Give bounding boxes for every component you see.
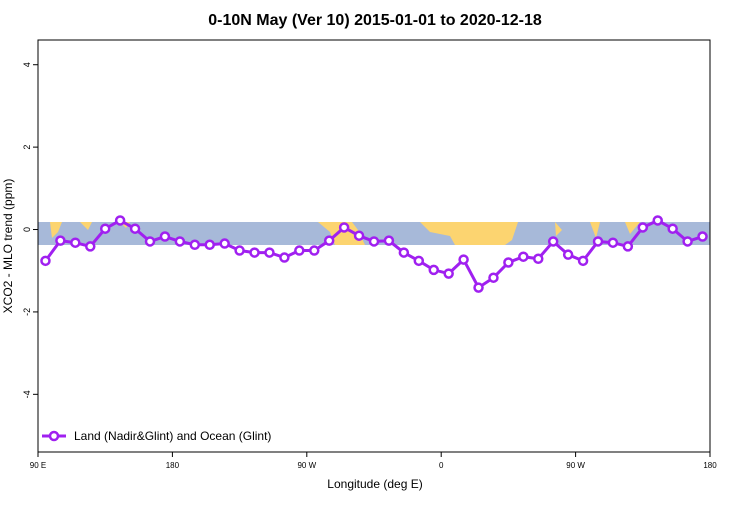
- data-point: [383, 235, 395, 246]
- data-point: [562, 249, 574, 260]
- data-point: [114, 215, 126, 226]
- legend-label: Land (Nadir&Glint) and Ocean (Glint): [74, 429, 271, 443]
- x-tick-label: 90 W: [566, 461, 585, 470]
- data-point: [294, 245, 305, 256]
- data-point: [637, 222, 649, 233]
- y-axis-label: XCO2 - MLO trend (ppm): [1, 179, 15, 314]
- data-point: [219, 238, 230, 249]
- map-band: [38, 222, 710, 245]
- data-point: [697, 231, 708, 242]
- data-point: [443, 268, 454, 279]
- data-point: [129, 223, 141, 234]
- data-point: [309, 245, 320, 256]
- x-tick-label: 180: [166, 461, 180, 470]
- x-tick-label: 0: [439, 461, 444, 470]
- data-point: [189, 239, 201, 251]
- plot-frame: [37, 39, 711, 453]
- data-point: [368, 236, 380, 247]
- x-tick-label: 180: [703, 461, 717, 470]
- data-point: [413, 255, 425, 267]
- data-point: [204, 239, 215, 251]
- data-point: [592, 236, 604, 247]
- data-point: [667, 223, 678, 234]
- legend-marker: [48, 430, 60, 442]
- x-tick-label: 90 E: [30, 461, 46, 470]
- data-point: [323, 235, 335, 246]
- chart-title: 0-10N May (Ver 10) 2015-01-01 to 2020-12…: [208, 12, 542, 29]
- data-point: [518, 251, 529, 262]
- data-point: [428, 264, 439, 276]
- data-point: [547, 236, 559, 247]
- data-point: [279, 252, 290, 263]
- data-point: [398, 247, 410, 258]
- data-point: [338, 222, 350, 233]
- data-point: [503, 257, 514, 268]
- y-tick-label: 2: [22, 145, 32, 150]
- data-point: [533, 253, 544, 265]
- data-point: [458, 254, 469, 265]
- data-point: [55, 235, 66, 246]
- data-point: [473, 282, 484, 293]
- y-tick-label: 4: [22, 62, 32, 67]
- data-point: [652, 215, 663, 226]
- y-tick-label: -4: [22, 390, 32, 398]
- data-point: [353, 230, 365, 241]
- data-point: [682, 236, 693, 247]
- x-axis-label: Longitude (deg E): [327, 477, 422, 491]
- y-tick-label: 0: [22, 227, 32, 232]
- x-tick-label: 90 W: [297, 461, 316, 470]
- data-point: [607, 237, 619, 248]
- data-point: [622, 241, 634, 252]
- data-point: [488, 272, 499, 283]
- data-point: [70, 237, 81, 248]
- data-point: [99, 223, 111, 234]
- y-tick-label: -2: [22, 308, 32, 316]
- data-point: [144, 236, 156, 247]
- data-point: [40, 255, 51, 267]
- data-point: [249, 247, 260, 258]
- data-point: [577, 255, 589, 267]
- data-point: [234, 245, 245, 256]
- data-point: [264, 247, 275, 258]
- data-point: [85, 241, 96, 252]
- data-point: [159, 231, 171, 242]
- data-point: [174, 236, 186, 247]
